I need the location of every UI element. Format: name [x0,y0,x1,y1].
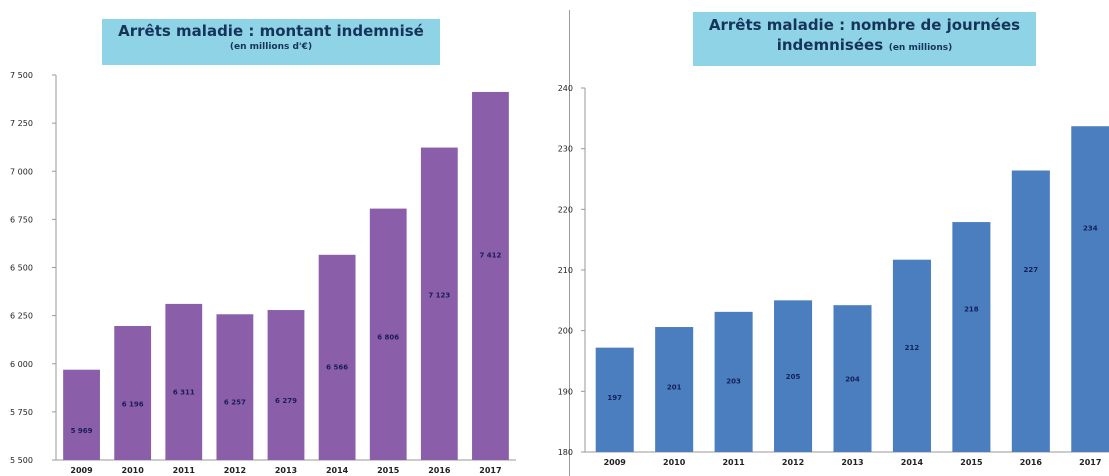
bar [267,310,305,460]
y-tick-label: 7 000 [10,167,33,176]
y-tick-label: 6 750 [10,215,33,224]
y-tick-label: 5 750 [10,408,33,417]
bar [833,305,872,452]
bar [595,347,634,452]
bar [655,327,694,452]
data-label: 7 123 [428,292,450,300]
data-label: 204 [845,376,860,384]
bar [1011,170,1050,453]
data-label: 234 [1083,224,1098,232]
x-tick-label: 2014 [326,466,349,475]
y-tick-label: 6 000 [10,360,33,369]
chart-right-title-line2-wrap: indemnisées (en millions) [693,36,1036,54]
x-tick-label: 2009 [70,466,93,475]
chart-right-title-box: Arrêts maladie : nombre de journées inde… [693,12,1036,66]
chart-left-title-box: Arrêts maladie : montant indemnisé (en m… [102,19,440,65]
x-tick-label: 2012 [224,466,246,475]
chart-left-title: Arrêts maladie : montant indemnisé [118,22,424,40]
x-tick-label: 2012 [782,458,804,467]
y-tick-label: 230 [558,145,573,154]
bar [114,326,152,460]
bar [63,369,100,460]
data-label: 197 [607,394,622,402]
data-label: 6 311 [173,388,195,396]
bar [1071,126,1109,452]
x-tick-label: 2017 [1079,458,1101,467]
x-tick-label: 2017 [479,466,501,475]
bar [774,300,813,452]
data-label: 218 [964,306,979,314]
y-tick-label: 200 [558,327,573,336]
bar [420,147,458,460]
chart-left-svg: 5 500 5 750 6 000 6 250 6 500 6 750 7 000 7 250… [10,71,516,475]
data-label: 6 566 [326,364,348,372]
x-tick-label: 2013 [841,458,863,467]
bar [216,314,254,460]
x-tick-label: 2010 [122,466,145,475]
x-tick-label: 2013 [275,466,297,475]
chart-left-subtitle: (en millions d'€) [229,42,313,53]
x-tick-label: 2016 [1020,458,1043,467]
data-label: 6 257 [224,399,246,407]
x-tick-label: 2015 [960,458,983,467]
bar [952,222,991,452]
data-label: 201 [667,384,682,392]
bar [714,311,753,452]
x-tick-label: 2009 [604,458,627,467]
data-label: 7 412 [479,252,501,260]
data-label: 205 [786,373,801,381]
bar [892,259,931,452]
bar [369,208,407,460]
data-label: 6 806 [377,333,399,341]
data-label: 227 [1024,266,1039,274]
data-label: 6 279 [275,397,297,405]
y-tick-label: 220 [558,205,573,214]
panel-divider [569,10,570,476]
bar [165,303,203,460]
x-tick-label: 2010 [663,458,686,467]
y-tick-label: 6 500 [10,264,33,273]
y-tick-label: 6 250 [10,312,33,321]
x-tick-label: 2014 [901,458,924,467]
chart-right-panel: Arrêts maladie : nombre de journées inde… [558,0,1109,476]
y-tick-label: 7 500 [10,71,33,80]
y-tick-label: 180 [558,448,573,457]
y-tick-label: 210 [558,266,573,275]
bar [472,91,509,460]
data-label: 5 969 [71,427,93,435]
chart-right-subtitle: (en millions) [888,43,953,54]
data-label: 203 [726,377,741,385]
y-tick-label: 7 250 [10,119,33,128]
chart-right-title-line2: indemnisées [776,36,884,55]
y-tick-label: 190 [558,387,573,396]
x-tick-label: 2011 [173,466,196,475]
y-tick-label: 240 [558,84,573,93]
x-tick-label: 2015 [377,466,400,475]
bar [318,254,356,460]
chart-right-title-line1: Arrêts maladie : nombre de journées [708,16,1021,34]
chart-right-svg: 180 190 200 210 220 230 240 197 2009 201 2010 203 20… [558,84,1109,467]
data-label: 212 [905,344,920,352]
chart-left-panel: Arrêts maladie : montant indemnisé (en m… [0,0,545,476]
data-label: 6 196 [122,400,144,408]
x-tick-label: 2011 [722,458,745,467]
y-tick-label: 5 500 [10,456,33,465]
x-tick-label: 2016 [428,466,451,475]
